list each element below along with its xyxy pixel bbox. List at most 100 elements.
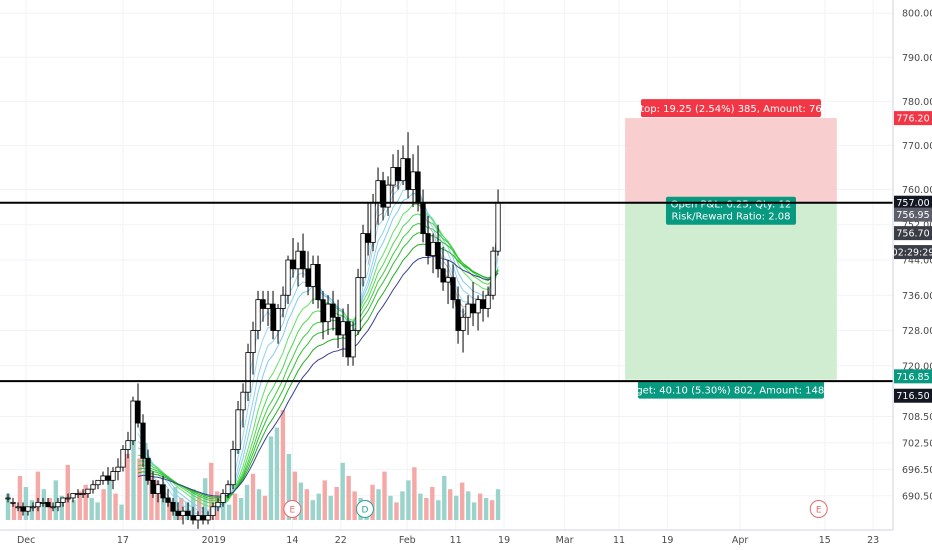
price-axis[interactable]: 800.00 790.00 780.00 770.00 760.00 752.00 744.… bbox=[902, 9, 932, 503]
price-badge bbox=[894, 207, 932, 222]
price-badge-label: 776.20 bbox=[896, 114, 929, 125]
target-zone[interactable] bbox=[625, 202, 837, 380]
price-badge bbox=[894, 111, 932, 126]
volume-bar bbox=[298, 482, 304, 520]
candle-body bbox=[240, 391, 246, 411]
volume-bar bbox=[465, 491, 471, 520]
price-tick-label: 770.00 bbox=[902, 141, 932, 152]
candle-body bbox=[485, 294, 491, 309]
candle-body bbox=[395, 167, 401, 182]
volume-bar bbox=[41, 489, 47, 520]
price-tick-label: 696.50 bbox=[902, 465, 932, 476]
horizontal-lines[interactable] bbox=[0, 201, 893, 383]
event-marker-label: E bbox=[290, 506, 296, 516]
time-tick-label: Mar bbox=[556, 535, 574, 546]
price-badge bbox=[894, 245, 932, 260]
volume-bar bbox=[77, 491, 82, 520]
candle-body bbox=[390, 167, 396, 186]
price-tick-label: 800.00 bbox=[902, 9, 932, 20]
candle-body bbox=[270, 303, 276, 331]
time-tick-label: 19 bbox=[661, 535, 673, 546]
candle-body bbox=[135, 400, 141, 424]
candle-body bbox=[475, 299, 481, 314]
candle-body bbox=[125, 440, 131, 450]
candle-body bbox=[465, 303, 471, 318]
candle-body bbox=[330, 303, 336, 318]
time-tick-label: 11 bbox=[613, 535, 625, 546]
volume-bar bbox=[220, 500, 226, 520]
price-tick-label: 790.00 bbox=[902, 53, 932, 64]
volume-bar bbox=[328, 495, 333, 520]
candle-body bbox=[420, 202, 426, 234]
volume-bar bbox=[424, 498, 429, 520]
candle-body bbox=[175, 510, 181, 516]
volume-bar bbox=[101, 489, 106, 520]
volume-bar bbox=[459, 482, 465, 520]
volume-bar bbox=[406, 480, 411, 520]
candle-body bbox=[185, 510, 191, 516]
price-badge-label: 02:29:29 bbox=[892, 248, 932, 259]
open-pl-text: Open P&L: 0.25, Qty: 12 bbox=[671, 200, 792, 211]
candle-body bbox=[360, 233, 366, 279]
price-badge bbox=[894, 195, 932, 210]
time-axis[interactable]: Dec 17 2019 14 22 Feb 11 19 Mar 11 19 Apr 15 23 bbox=[17, 535, 879, 546]
volume-bar bbox=[376, 489, 381, 520]
stop-zone[interactable] bbox=[625, 118, 837, 203]
volume-bar bbox=[59, 495, 64, 520]
candle-body bbox=[345, 321, 351, 358]
candle-body bbox=[220, 493, 226, 503]
candle-body bbox=[425, 233, 431, 256]
candle-body bbox=[315, 264, 321, 301]
event-marker-label: D bbox=[361, 506, 368, 516]
candle-body bbox=[20, 506, 26, 512]
volume-bar bbox=[382, 471, 387, 520]
time-tick-label: 23 bbox=[867, 535, 879, 546]
volume-bar bbox=[119, 504, 124, 520]
candle-body bbox=[100, 475, 106, 481]
volume-bar bbox=[334, 487, 339, 520]
candle-body bbox=[410, 171, 416, 190]
candle-body bbox=[195, 515, 201, 521]
candle-body bbox=[255, 299, 261, 331]
candle-body bbox=[370, 202, 376, 243]
candle-body bbox=[140, 422, 146, 459]
volume-bar bbox=[125, 454, 130, 520]
price-tick-label: 760.00 bbox=[902, 185, 932, 196]
candle-body bbox=[490, 250, 496, 296]
candle-body bbox=[95, 479, 101, 486]
time-tick-label: 14 bbox=[286, 535, 298, 546]
candle-body bbox=[365, 233, 371, 243]
candle-body bbox=[65, 497, 71, 500]
candle-body bbox=[165, 497, 171, 503]
volume-bar bbox=[280, 410, 286, 520]
candle-body bbox=[480, 299, 486, 309]
candle-body bbox=[200, 515, 206, 521]
volume-bar bbox=[23, 487, 29, 520]
long-position-tool[interactable]: Stop: 19.25 (2.54%) 385, Amount: 769 Ope… bbox=[621, 99, 840, 399]
price-badge-label: 716.50 bbox=[896, 391, 929, 402]
candle-body bbox=[265, 303, 271, 309]
event-marker bbox=[283, 500, 302, 518]
volume-bar bbox=[226, 504, 232, 520]
candle-body bbox=[275, 308, 281, 331]
volume-bar bbox=[208, 462, 214, 520]
candle-body bbox=[115, 466, 121, 472]
volume-bar bbox=[436, 500, 441, 520]
price-tick-label: 744.00 bbox=[902, 256, 932, 267]
ma-line bbox=[137, 178, 499, 517]
pl-label: Open P&L: 0.25, Qty: 12 Risk/Reward Rati… bbox=[665, 196, 796, 225]
candle-body bbox=[320, 299, 326, 323]
time-tick-label: 15 bbox=[819, 535, 831, 546]
stop-label: Stop: 19.25 (2.54%) 385, Amount: 769 bbox=[634, 99, 828, 118]
volume-bar bbox=[274, 427, 280, 520]
candle-body bbox=[460, 316, 466, 331]
candle-body bbox=[435, 241, 441, 270]
volume-bar bbox=[29, 500, 35, 520]
candle-body bbox=[295, 250, 301, 270]
volume-bar bbox=[340, 462, 345, 520]
candle-body bbox=[160, 484, 166, 499]
candle-body bbox=[120, 449, 126, 468]
candle-body bbox=[440, 268, 446, 283]
